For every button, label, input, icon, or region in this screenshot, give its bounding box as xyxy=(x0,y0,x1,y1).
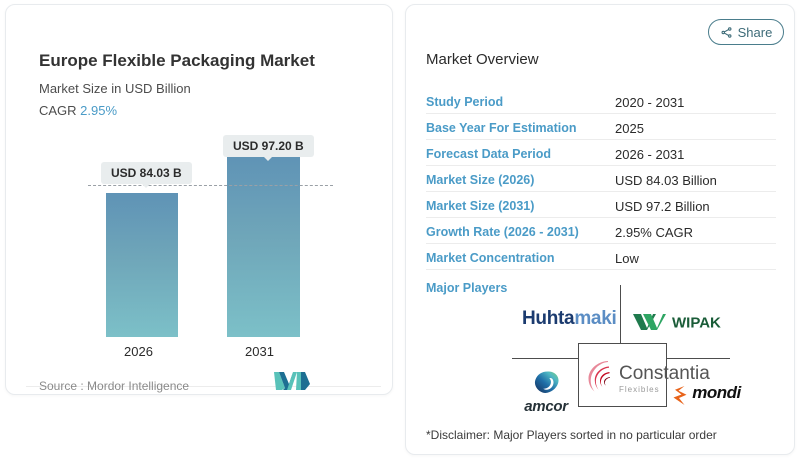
svg-text:WIPAK: WIPAK xyxy=(672,315,721,332)
